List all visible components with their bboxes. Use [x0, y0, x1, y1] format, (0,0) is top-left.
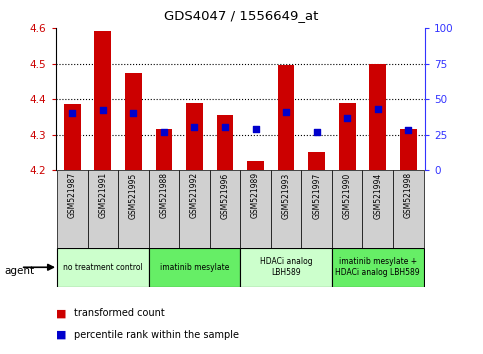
- Bar: [57, 248, 149, 287]
- Text: GSM521992: GSM521992: [190, 172, 199, 218]
- Bar: [400, 129, 417, 170]
- Bar: [369, 64, 386, 170]
- Bar: [247, 161, 264, 170]
- Bar: [217, 115, 233, 170]
- Point: [160, 129, 168, 135]
- Text: GSM521989: GSM521989: [251, 172, 260, 218]
- Text: percentile rank within the sample: percentile rank within the sample: [74, 330, 239, 339]
- Text: ■: ■: [56, 308, 66, 318]
- Bar: [332, 170, 362, 248]
- Bar: [186, 103, 203, 170]
- Bar: [156, 129, 172, 170]
- Bar: [179, 170, 210, 248]
- Text: GSM521988: GSM521988: [159, 172, 169, 218]
- Text: GSM521996: GSM521996: [221, 172, 229, 218]
- Bar: [87, 170, 118, 248]
- Point: [191, 125, 199, 130]
- Text: agent: agent: [5, 266, 35, 276]
- Text: GDS4047 / 1556649_at: GDS4047 / 1556649_at: [164, 9, 319, 22]
- Bar: [149, 248, 241, 287]
- Point: [99, 108, 107, 113]
- Text: imatinib mesylate: imatinib mesylate: [160, 263, 229, 272]
- Text: imatinib mesylate +
HDACi analog LBH589: imatinib mesylate + HDACi analog LBH589: [335, 257, 420, 277]
- Point: [313, 129, 321, 135]
- Text: GSM521991: GSM521991: [99, 172, 107, 218]
- Bar: [57, 170, 87, 248]
- Point: [221, 125, 229, 130]
- Point: [69, 110, 76, 116]
- Point: [282, 109, 290, 115]
- Bar: [393, 170, 424, 248]
- Bar: [210, 170, 241, 248]
- Text: GSM521987: GSM521987: [68, 172, 77, 218]
- Point: [404, 127, 412, 133]
- Bar: [271, 170, 301, 248]
- Bar: [149, 170, 179, 248]
- Point: [343, 115, 351, 120]
- Text: HDACi analog
LBH589: HDACi analog LBH589: [260, 257, 313, 277]
- Bar: [64, 104, 81, 170]
- Text: no treatment control: no treatment control: [63, 263, 143, 272]
- Bar: [332, 248, 424, 287]
- Text: GSM521995: GSM521995: [129, 172, 138, 218]
- Point: [374, 106, 382, 112]
- Text: transformed count: transformed count: [74, 308, 165, 318]
- Text: GSM521990: GSM521990: [342, 172, 352, 218]
- Text: GSM521994: GSM521994: [373, 172, 382, 218]
- Point: [252, 126, 259, 132]
- Bar: [362, 170, 393, 248]
- Text: GSM521993: GSM521993: [282, 172, 291, 218]
- Bar: [278, 65, 295, 170]
- Bar: [95, 31, 111, 170]
- Bar: [118, 170, 149, 248]
- Bar: [301, 170, 332, 248]
- Text: GSM521997: GSM521997: [312, 172, 321, 218]
- Bar: [241, 248, 332, 287]
- Bar: [308, 152, 325, 170]
- Bar: [125, 73, 142, 170]
- Point: [129, 110, 137, 116]
- Text: GSM521998: GSM521998: [404, 172, 413, 218]
- Bar: [339, 103, 355, 170]
- Text: ■: ■: [56, 330, 66, 339]
- Bar: [241, 170, 271, 248]
